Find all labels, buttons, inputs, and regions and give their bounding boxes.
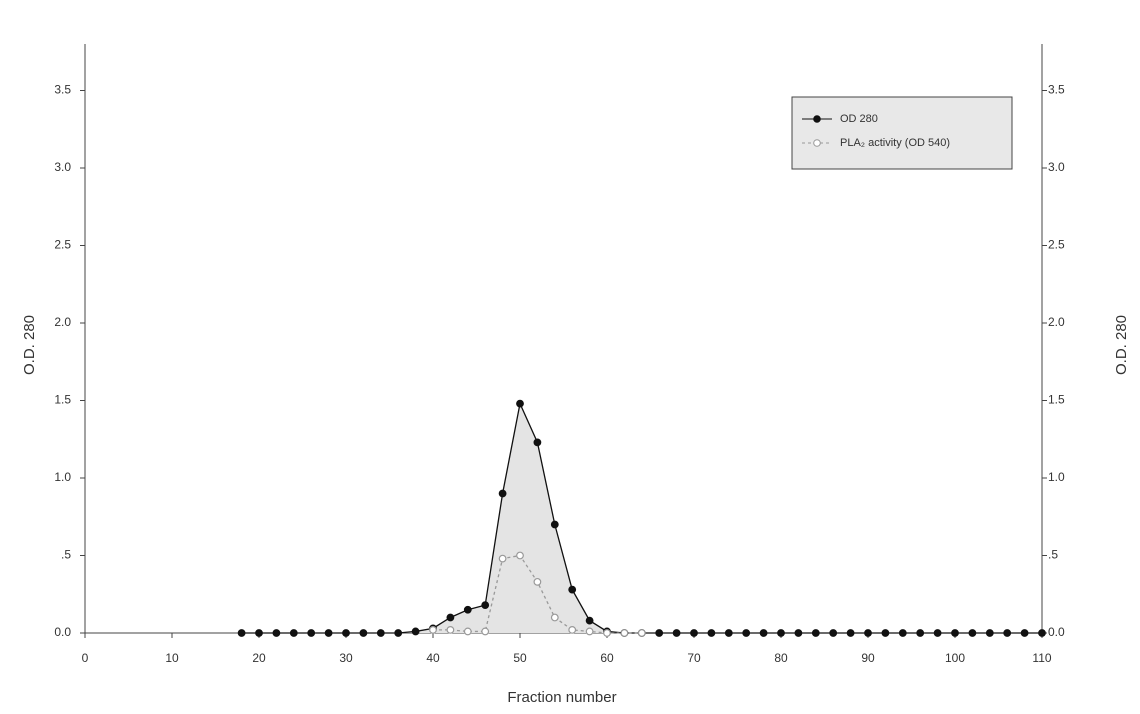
point [238,630,245,637]
point [934,630,941,637]
y-tick-label: 3.0 [54,160,71,174]
y-tick-label: 1.0 [54,470,71,484]
x-tick-label: 70 [687,651,701,665]
series-line [242,404,1042,633]
legend-label: OD 280 [840,113,878,125]
point [656,630,663,637]
point [900,630,907,637]
point [465,628,472,635]
point [273,630,280,637]
y2-tick-label: 3.5 [1048,83,1065,97]
y-tick-label: 2.5 [54,238,71,252]
y2-axis-title: O.D. 280 [1113,315,1130,375]
point [308,630,315,637]
point [517,400,524,407]
x-tick-label: 100 [945,651,965,665]
point [412,628,419,635]
area [242,404,1042,633]
point [743,630,750,637]
x-tick-label: 0 [82,651,89,665]
point [726,630,733,637]
point [1004,630,1011,637]
point [673,630,680,637]
y2-tick-label: .5 [1048,548,1058,562]
x-tick-label: 80 [774,651,788,665]
x-tick-label: 50 [513,651,527,665]
y-tick-label: .5 [61,548,71,562]
point [691,630,698,637]
point [778,630,785,637]
point [1039,630,1046,637]
point [586,617,593,624]
point [499,490,506,497]
y-axis-title: O.D. 280 [21,315,38,375]
point [378,630,385,637]
x-tick-label: 40 [426,651,440,665]
point [325,630,332,637]
point [760,630,767,637]
point [395,630,402,637]
y2-tick-label: 2.5 [1048,238,1065,252]
x-tick-label: 110 [1032,651,1051,665]
point [256,630,263,637]
point [360,630,367,637]
point [447,627,454,634]
legend-marker [814,116,821,123]
point [569,586,576,593]
point [917,630,924,637]
point [343,630,350,637]
point [552,521,559,528]
y2-tick-label: 1.5 [1048,393,1065,407]
y-tick-label: 1.5 [54,393,71,407]
point [447,614,454,621]
y2-tick-label: 2.0 [1048,315,1065,329]
point [482,628,489,635]
point [1021,630,1028,637]
point [534,439,541,446]
x-tick-label: 90 [861,651,875,665]
point [952,630,959,637]
point [534,579,541,586]
y-tick-label: 3.5 [54,83,71,97]
point [552,614,559,621]
y2-tick-label: 3.0 [1048,160,1065,174]
legend-marker [814,140,821,147]
point [569,627,576,634]
point [621,630,628,637]
legend-label: PLA₂ activity (OD 540) [840,137,950,149]
point [882,630,889,637]
point [847,630,854,637]
point [430,627,437,634]
y-tick-label: 0.0 [54,625,71,639]
x-tick-label: 20 [252,651,266,665]
point [586,628,593,635]
x-tick-label: 60 [600,651,614,665]
point [517,552,524,559]
x-axis-title: Fraction number [507,689,616,706]
x-tick-label: 30 [339,651,353,665]
point [813,630,820,637]
y2-tick-label: 1.0 [1048,470,1065,484]
point [987,630,994,637]
point [499,555,506,562]
legend-box [792,97,1012,169]
point [969,630,976,637]
point [291,630,298,637]
point [865,630,872,637]
y-tick-label: 2.0 [54,315,71,329]
x-tick-label: 10 [165,651,179,665]
chart: Fraction number O.D. 280 O.D. 280 0 10 20 3… [0,0,1140,709]
point [708,630,715,637]
y2-tick-label: 0.0 [1048,625,1065,639]
point [795,630,802,637]
point [482,602,489,609]
point [830,630,837,637]
point [604,630,611,637]
point [639,630,646,637]
point [465,606,472,613]
